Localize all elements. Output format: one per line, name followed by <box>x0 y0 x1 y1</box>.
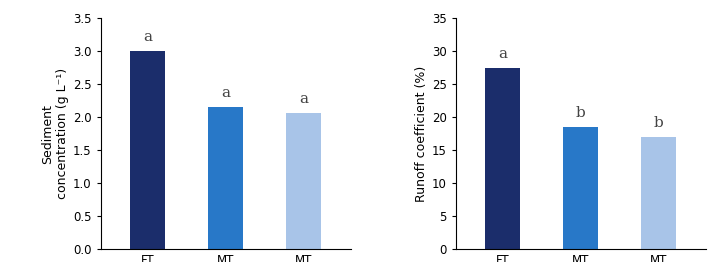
Bar <box>287 113 321 249</box>
Text: b: b <box>576 106 585 120</box>
Bar <box>642 137 676 249</box>
Bar <box>130 51 165 249</box>
Text: a: a <box>143 30 152 44</box>
Bar <box>208 107 243 249</box>
Text: b: b <box>654 116 664 130</box>
Y-axis label: Runoff coefficient (%): Runoff coefficient (%) <box>415 66 428 202</box>
Bar <box>485 68 520 249</box>
Text: a: a <box>300 92 308 106</box>
Bar <box>563 127 598 249</box>
Y-axis label: Sediment
concentration (g L⁻¹): Sediment concentration (g L⁻¹) <box>41 68 69 199</box>
Text: a: a <box>498 47 507 61</box>
Text: a: a <box>221 86 230 100</box>
